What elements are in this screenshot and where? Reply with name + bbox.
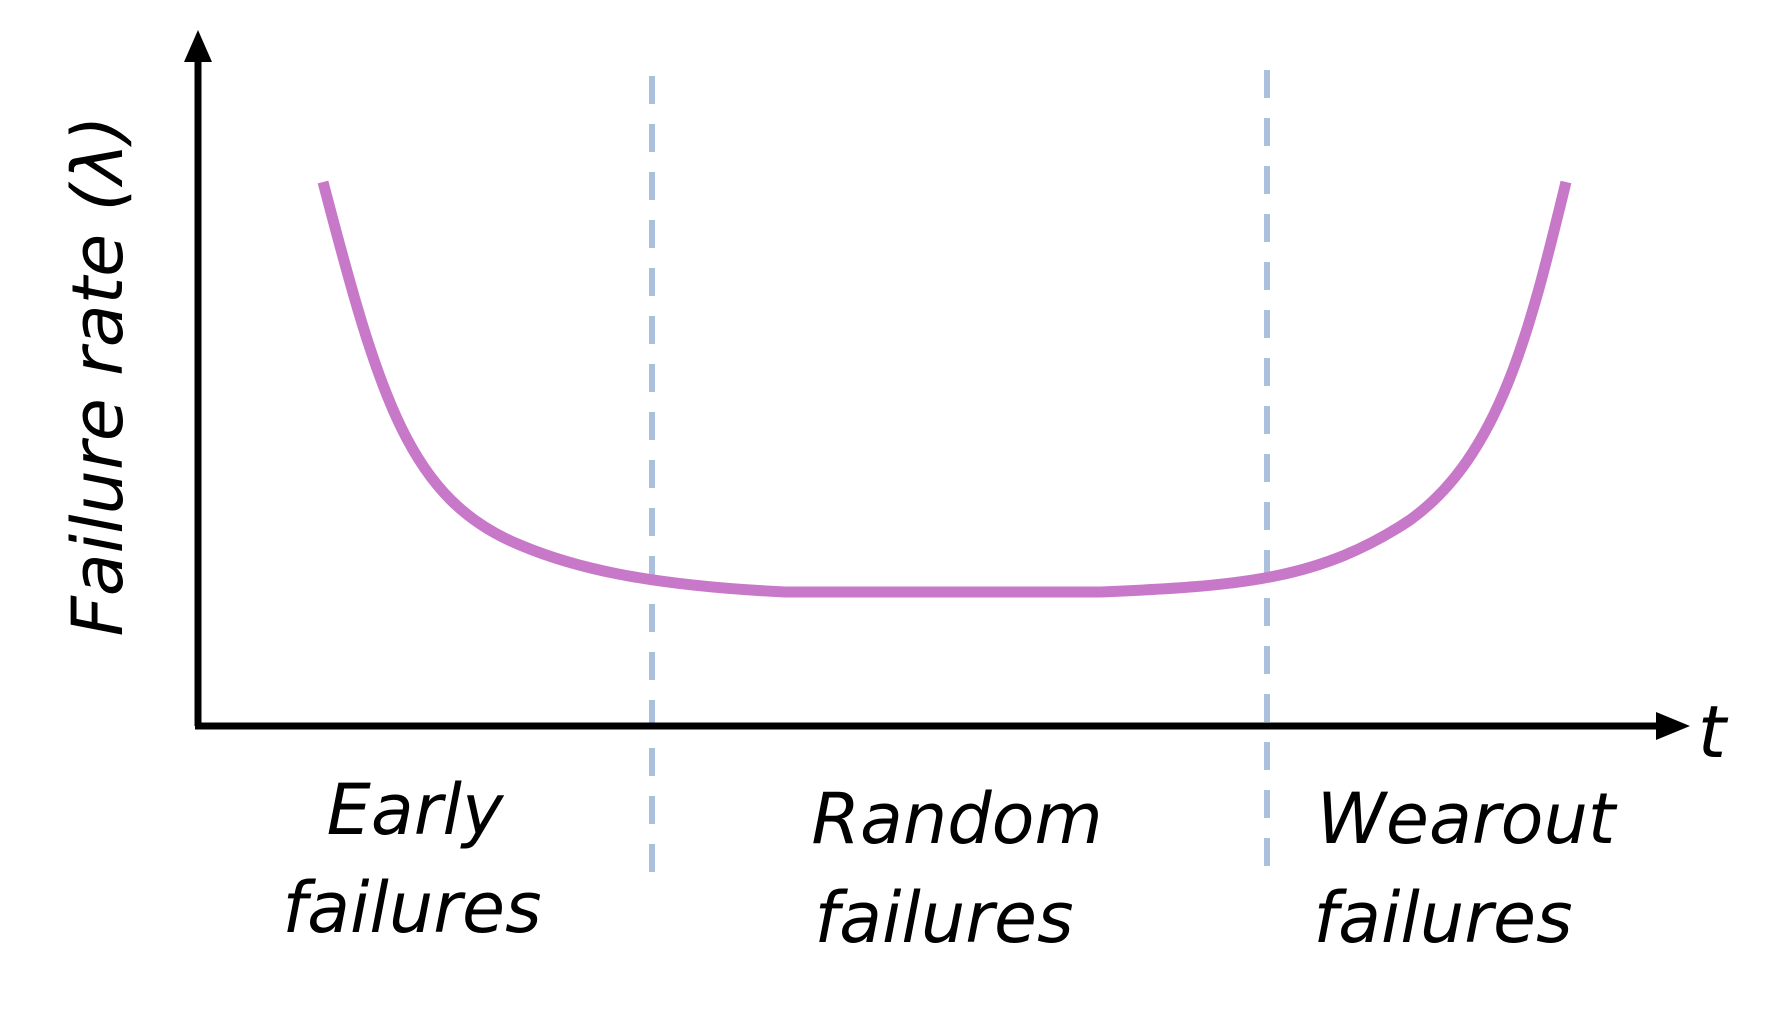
region-label-early-line1: Early [327, 769, 505, 851]
region-label-random-line2: failures [814, 877, 1073, 959]
y-axis-label: Failure rate (λ) [57, 115, 139, 636]
region-label-wearout-line2: failures [1313, 877, 1572, 959]
y-axis-arrowhead [184, 30, 212, 62]
x-axis-label: t [1698, 690, 1729, 774]
region-label-random-line1: Random [811, 778, 1102, 860]
region-label-wearout-line1: Wearout [1317, 778, 1618, 860]
region-label-early-line2: failures [282, 867, 541, 949]
failure-rate-curve [317, 180, 1572, 598]
x-axis-arrowhead [1656, 712, 1690, 740]
